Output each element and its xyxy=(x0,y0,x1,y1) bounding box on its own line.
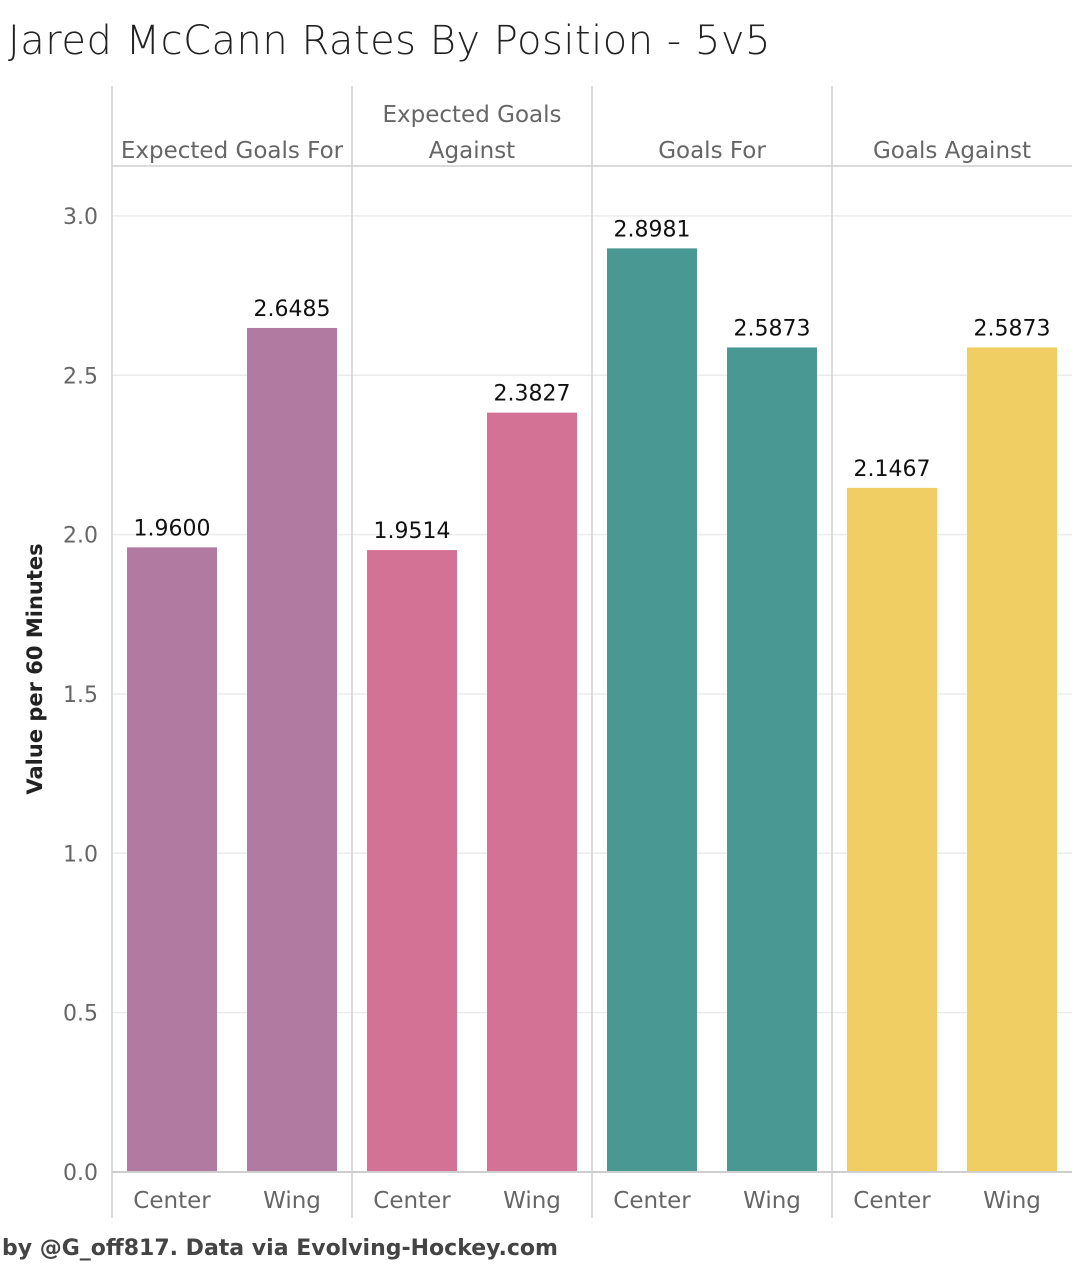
data-label: 2.5873 xyxy=(734,316,811,341)
y-tick-label: 0.0 xyxy=(63,1161,98,1186)
bar-chart: 0.0 0.5 1.0 1.5 2.0 2.5 3.0 Value per 60 Minute… xyxy=(23,86,1072,1218)
y-tick-label: 0.5 xyxy=(63,1002,98,1027)
y-tick-label: 2.5 xyxy=(63,364,98,389)
panel-title: Against xyxy=(429,138,515,164)
bar xyxy=(127,547,217,1171)
y-tick-label: 1.0 xyxy=(63,842,98,867)
bar xyxy=(727,347,817,1171)
panel-title: Expected Goals For xyxy=(121,138,344,164)
bar xyxy=(967,347,1057,1171)
data-label: 1.9600 xyxy=(134,516,211,541)
x-category-label: Center xyxy=(133,1188,211,1214)
bar xyxy=(487,412,577,1171)
y-axis-title: Value per 60 Minutes xyxy=(23,543,47,794)
panel-title: Goals Against xyxy=(873,138,1031,164)
y-tick-label: 1.5 xyxy=(63,683,98,708)
data-label: 1.9514 xyxy=(374,519,451,544)
data-label: 2.6485 xyxy=(254,297,331,322)
chart-title: Jared McCann Rates By Position - 5v5 xyxy=(8,18,771,64)
data-label: 2.3827 xyxy=(494,382,571,407)
x-category-label: Center xyxy=(853,1188,931,1214)
bar xyxy=(607,248,697,1171)
y-tick-label: 3.0 xyxy=(63,205,98,230)
data-label: 2.1467 xyxy=(854,457,931,482)
x-category-label: Center xyxy=(373,1188,451,1214)
panel-title: Expected Goals xyxy=(383,102,562,128)
y-tick-label: 2.0 xyxy=(63,524,98,549)
x-category-label: Wing xyxy=(983,1188,1041,1214)
data-label: 2.5873 xyxy=(974,316,1051,341)
data-label: 2.8981 xyxy=(614,217,691,242)
bar xyxy=(247,327,337,1171)
bar xyxy=(847,487,937,1172)
x-category-label: Center xyxy=(613,1188,691,1214)
panel-title: Goals For xyxy=(658,138,766,164)
footer-caption: by @G_off817. Data via Evolving-Hockey.c… xyxy=(2,1236,558,1261)
x-category-label: Wing xyxy=(503,1188,561,1214)
x-category-label: Wing xyxy=(263,1188,321,1214)
x-category-label: Wing xyxy=(743,1188,801,1214)
bar xyxy=(367,550,457,1171)
